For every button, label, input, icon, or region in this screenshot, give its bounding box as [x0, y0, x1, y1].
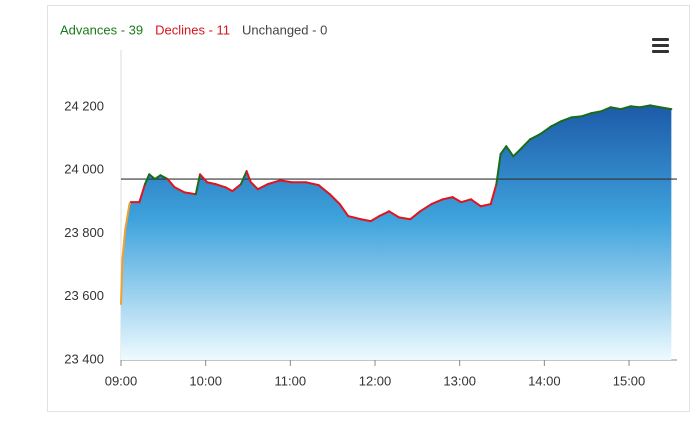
x-tick-label: 11:00	[275, 373, 307, 388]
price-segment	[430, 198, 444, 206]
price-segment	[214, 183, 227, 189]
price-segment	[206, 181, 217, 186]
menu-icon[interactable]	[652, 38, 669, 53]
price-segment	[639, 104, 652, 109]
menu-bar[interactable]	[652, 38, 669, 41]
price-segment	[495, 153, 502, 186]
price-segment	[338, 203, 350, 218]
price-segment	[173, 186, 186, 194]
menu-bar[interactable]	[652, 50, 669, 53]
area	[121, 105, 672, 360]
price-segment	[224, 186, 234, 193]
x-tick-label: 14:00	[528, 373, 561, 388]
price-segment	[121, 228, 127, 261]
price-segment	[619, 105, 632, 111]
price-segment	[388, 210, 400, 219]
price-segment	[629, 105, 642, 109]
price-segment	[279, 179, 293, 184]
price-segment	[166, 178, 176, 189]
legend-entry: Declines - 11	[155, 22, 230, 37]
price-segment	[138, 183, 146, 204]
x-tick-label: 09:00	[105, 373, 138, 388]
price-segment	[512, 148, 522, 158]
price-segment	[249, 181, 259, 191]
y-tick-label: 23 400	[64, 351, 104, 366]
price-segment	[519, 138, 532, 151]
price-segment	[539, 125, 553, 136]
price-segment	[489, 183, 498, 206]
price-segment	[451, 196, 463, 204]
price-segment	[231, 183, 242, 193]
price-segment	[153, 174, 162, 181]
price-segment	[199, 173, 209, 184]
price-segment	[194, 173, 202, 196]
price-segment	[304, 181, 320, 187]
price-segment	[328, 193, 341, 206]
price-segment	[378, 210, 391, 218]
price-segment	[183, 191, 197, 196]
price-segment	[560, 116, 573, 123]
price-segment	[479, 203, 492, 208]
price-segment	[359, 218, 372, 223]
price-segment	[398, 216, 412, 221]
price-segment	[499, 145, 508, 156]
price-segment	[649, 104, 662, 109]
x-tick-label: 13:00	[443, 373, 476, 388]
price-segment	[124, 203, 131, 231]
y-tick-label: 24 200	[64, 98, 104, 113]
price-segment	[239, 170, 248, 186]
legend-entry: Unchanged - 0	[242, 22, 327, 37]
price-segment	[599, 106, 612, 113]
price-segment	[505, 145, 515, 158]
y-tick-label: 24 000	[64, 162, 104, 177]
price-segment	[143, 173, 151, 186]
price-segment	[659, 106, 673, 111]
y-tick-label: 23 800	[64, 225, 104, 240]
price-segment	[409, 210, 422, 221]
price-segment	[570, 115, 583, 119]
price-segment	[441, 196, 454, 201]
menu-bar[interactable]	[652, 44, 669, 47]
price-segment	[120, 258, 124, 306]
legend-entry: Advances - 39	[60, 22, 143, 37]
price-segment	[369, 215, 381, 223]
price-segment	[609, 106, 622, 111]
price-segment	[245, 170, 252, 184]
price-segment	[469, 198, 482, 208]
x-tick-label: 10:00	[189, 373, 222, 388]
price-segment	[148, 173, 156, 181]
price-segment	[460, 198, 472, 204]
price-segment	[550, 120, 563, 128]
x-tick-label: 15:00	[613, 373, 646, 388]
price-segment	[580, 112, 592, 118]
price-segment	[317, 184, 331, 196]
y-tick-label: 23 600	[64, 288, 104, 303]
price-segment	[419, 203, 433, 213]
price-segment	[529, 133, 542, 141]
price-segment	[347, 215, 362, 221]
price-segment	[159, 174, 169, 181]
price-segment	[589, 110, 602, 115]
price-segment	[266, 179, 282, 186]
price-segment	[256, 183, 269, 191]
x-tick-label: 12:00	[359, 373, 392, 388]
